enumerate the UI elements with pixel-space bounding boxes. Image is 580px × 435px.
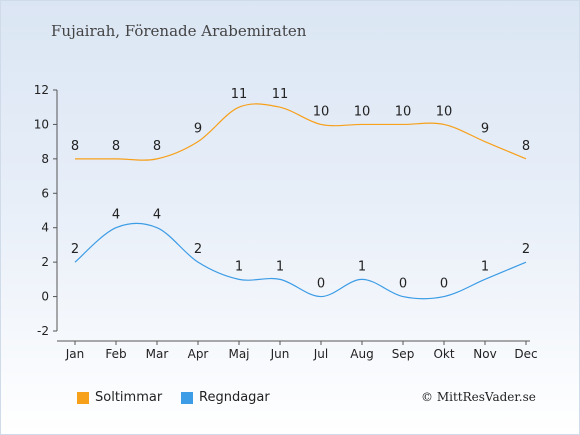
x-tick-label: Jan bbox=[65, 347, 85, 361]
data-label-rain: 0 bbox=[317, 277, 325, 292]
data-label-sun: 9 bbox=[481, 122, 489, 137]
y-tick-label: 4 bbox=[41, 221, 49, 235]
series-line-rain bbox=[74, 222, 527, 300]
x-tick-label: Nov bbox=[473, 347, 496, 361]
data-label-sun: 10 bbox=[354, 104, 371, 119]
y-tick-label: 0 bbox=[41, 290, 49, 304]
legend-swatch-sun bbox=[77, 391, 89, 404]
data-label-rain: 2 bbox=[71, 242, 79, 257]
data-label-rain: 1 bbox=[235, 259, 243, 274]
data-label-sun: 8 bbox=[112, 139, 120, 154]
x-tick-label: Maj bbox=[228, 347, 249, 361]
y-tick-label: -2 bbox=[37, 324, 49, 338]
data-label-rain: 1 bbox=[358, 259, 366, 274]
data-label-sun: 11 bbox=[231, 87, 248, 102]
chart-title: Fujairah, Förenade Arabemiraten bbox=[51, 22, 307, 40]
x-tick-label: Jul bbox=[313, 347, 328, 361]
data-label-rain: 0 bbox=[399, 277, 407, 292]
x-tick-label: Aug bbox=[350, 347, 373, 361]
legend-swatch-rain bbox=[181, 391, 193, 404]
credit-text: © MittResVader.se bbox=[421, 390, 536, 404]
y-tick-label: 10 bbox=[34, 117, 49, 131]
data-label-rain: 4 bbox=[153, 208, 161, 223]
x-tick-label: Sep bbox=[392, 347, 415, 361]
x-tick-label: Okt bbox=[433, 347, 454, 361]
legend-item-sun: Soltimmar bbox=[77, 390, 162, 405]
y-tick-label: 8 bbox=[41, 152, 49, 166]
series-line-sun bbox=[75, 103, 527, 161]
data-label-sun: 8 bbox=[522, 139, 530, 154]
data-label-sun: 10 bbox=[313, 104, 330, 119]
x-tick-label: Dec bbox=[514, 347, 537, 361]
data-label-rain: 1 bbox=[276, 259, 284, 274]
legend-label-sun: Soltimmar bbox=[95, 390, 163, 405]
data-label-rain: 1 bbox=[481, 259, 489, 274]
x-tick-label: Feb bbox=[105, 347, 126, 361]
data-label-rain: 2 bbox=[522, 242, 530, 257]
x-tick-label: Jun bbox=[270, 347, 290, 361]
y-tick-label: 2 bbox=[41, 255, 49, 269]
data-label-rain: 4 bbox=[112, 208, 120, 223]
data-label-sun: 11 bbox=[272, 87, 289, 102]
legend-label-rain: Regndagar bbox=[199, 390, 270, 405]
data-label-sun: 10 bbox=[436, 104, 453, 119]
y-tick-label: 6 bbox=[41, 186, 49, 200]
data-label-sun: 8 bbox=[71, 139, 79, 154]
data-label-sun: 10 bbox=[395, 104, 412, 119]
x-tick-label: Mar bbox=[146, 347, 169, 361]
data-label-sun: 9 bbox=[194, 122, 202, 137]
legend-item-rain: Regndagar bbox=[181, 390, 270, 405]
data-label-sun: 8 bbox=[153, 139, 161, 154]
data-label-rain: 0 bbox=[440, 277, 448, 292]
data-label-rain: 2 bbox=[194, 242, 202, 257]
x-tick-label: Apr bbox=[188, 347, 209, 361]
y-tick-label: 12 bbox=[34, 83, 49, 97]
